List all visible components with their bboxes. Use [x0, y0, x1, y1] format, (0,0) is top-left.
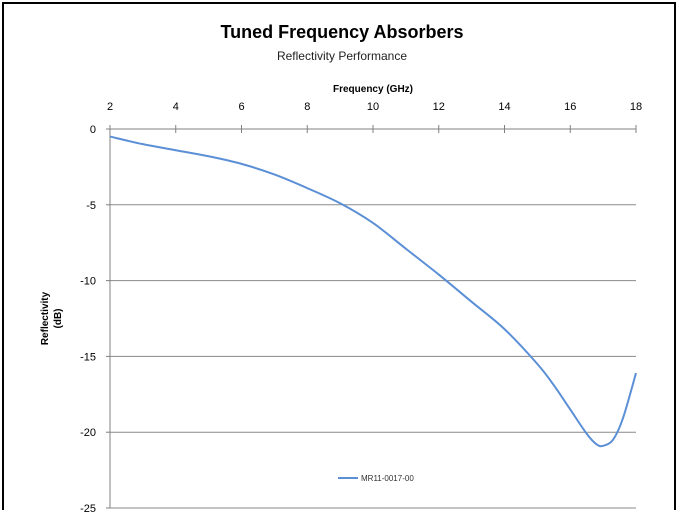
chart-subtitle: Reflectivity Performance [276, 49, 408, 63]
legend-label: MR11-0017-00 [361, 474, 414, 483]
x-tick-label: 8 [304, 101, 310, 113]
chart-frame [2, 2, 676, 510]
x-axis-title: Frequency (GHz) [333, 84, 413, 95]
y-axis-title-line2: (dB) [53, 309, 64, 329]
x-tick-label: 16 [564, 101, 576, 113]
x-tick-label: 6 [238, 101, 244, 113]
y-tick-label: -5 [86, 200, 96, 212]
y-tick-label: -15 [80, 351, 96, 363]
x-tick-label: 12 [433, 101, 445, 113]
x-tick-label: 2 [107, 101, 113, 113]
x-tick-label: 18 [630, 101, 642, 113]
x-tick-label: 14 [498, 101, 510, 113]
x-tick-label: 10 [367, 101, 379, 113]
x-tick-label: 4 [173, 101, 179, 113]
chart-title: Tuned Frequency Absorbers [220, 22, 464, 42]
series-line-mr11-0017-00 [109, 135, 637, 448]
y-tick-label: -25 [80, 503, 96, 514]
y-tick-label: -20 [80, 427, 96, 439]
y-tick-label: 0 [90, 124, 96, 136]
y-tick-label: -10 [80, 276, 96, 288]
y-axis-title-line1: Reflectivity [40, 291, 51, 345]
